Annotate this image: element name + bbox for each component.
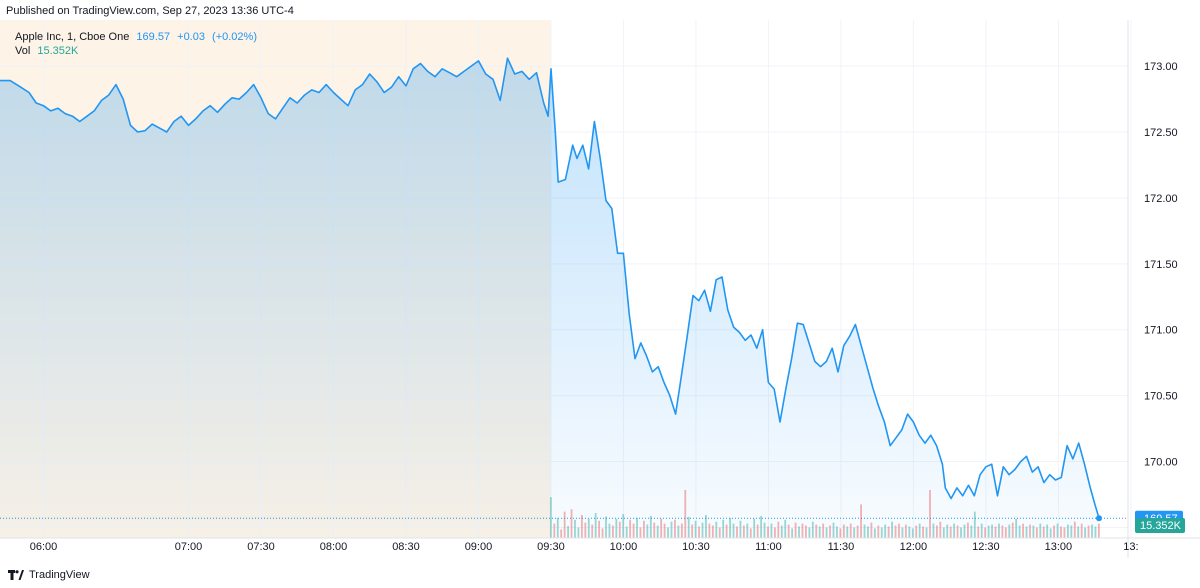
chart-frame[interactable]: 173.00 172.50 172.00 171.50 171.00 170.50 170.…	[0, 20, 1200, 558]
last-price-dot	[1096, 515, 1103, 522]
footer: TradingView	[8, 566, 90, 584]
volume-badge: 15.352K	[1135, 518, 1185, 533]
legend-symbol[interactable]: Apple Inc, 1, Cboe One	[15, 31, 130, 43]
legend-change-pct: (+0.02%)	[212, 31, 257, 43]
x-tick-label: 10:00	[610, 541, 638, 553]
y-tick-label: 171.50	[1144, 259, 1178, 271]
y-tick-label: 172.50	[1144, 127, 1178, 139]
price-chart[interactable]: 173.00 172.50 172.00 171.50 171.00 170.50 170.…	[0, 20, 1200, 558]
x-tick-label: 13:00	[1045, 541, 1073, 553]
time-axis-ticks[interactable]: 06:00 07:00 07:30 08:00 08:30 09:00 09:30 10:00…	[30, 541, 1139, 553]
x-tick-label: 06:00	[30, 541, 58, 553]
volume-badge-text: 15.352K	[1140, 520, 1182, 532]
x-tick-label: 07:00	[175, 541, 203, 553]
footer-brand[interactable]: TradingView	[29, 569, 90, 581]
x-tick-label: 11:00	[755, 541, 782, 553]
legend-price-row: Apple Inc, 1, Cboe One 169.57 +0.03 (+0.…	[15, 30, 257, 44]
x-tick-label: 10:30	[682, 541, 710, 553]
price-line	[0, 57, 1100, 519]
price-area-fill	[0, 58, 1099, 538]
chart-legend: Apple Inc, 1, Cboe One 169.57 +0.03 (+0.…	[15, 30, 257, 58]
y-tick-label: 172.00	[1144, 193, 1178, 205]
y-tick-label: 173.00	[1144, 61, 1178, 73]
y-tick-label: 171.00	[1144, 325, 1178, 337]
legend-volume-row: Vol 15.352K	[15, 44, 257, 58]
legend-change: +0.03	[177, 31, 205, 43]
x-tick-label: 13:	[1123, 541, 1138, 553]
x-tick-label: 12:30	[972, 541, 1000, 553]
volume-badge-bg	[1135, 518, 1185, 533]
x-tick-label: 07:30	[247, 541, 275, 553]
x-tick-label: 08:00	[320, 541, 348, 553]
x-tick-label: 09:30	[537, 541, 565, 553]
y-tick-label: 170.50	[1144, 391, 1178, 403]
x-tick-label: 12:00	[900, 541, 928, 553]
price-axis-ticks[interactable]: 173.00 172.50 172.00 171.50 171.00 170.50 170.…	[1144, 61, 1178, 534]
x-tick-label: 11:30	[828, 541, 855, 553]
legend-volume-label[interactable]: Vol	[15, 45, 31, 57]
legend-last-price: 169.57	[136, 31, 171, 43]
legend-volume-value: 15.352K	[37, 45, 79, 57]
x-tick-label: 08:30	[392, 541, 420, 553]
tradingview-logo-icon[interactable]	[8, 570, 24, 580]
y-tick-label: 170.00	[1144, 457, 1178, 469]
x-tick-label: 09:00	[465, 541, 493, 553]
published-note: Published on TradingView.com, Sep 27, 20…	[6, 5, 294, 17]
